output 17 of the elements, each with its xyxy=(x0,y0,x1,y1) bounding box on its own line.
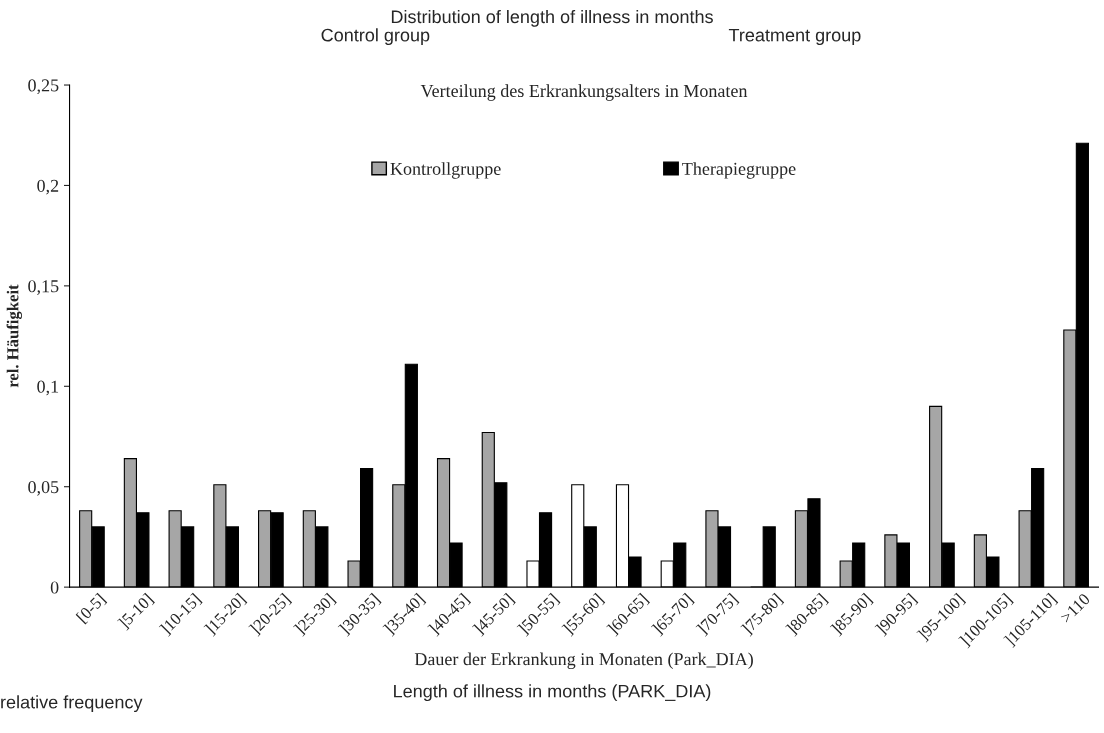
y-tick-label: 0,25 xyxy=(28,79,59,95)
legend-label: Therapiegruppe xyxy=(682,162,796,179)
text: Control group xyxy=(321,28,430,46)
x-tick-label: >110 xyxy=(1059,592,1091,624)
text: Treatment group xyxy=(728,28,861,46)
chart-subtitle: Verteilung des Erkrankungsalters in Monaten xyxy=(420,84,748,101)
y-tick-label: 0,05 xyxy=(28,480,59,496)
text: relative frequency xyxy=(1,695,143,713)
y-tick-label: 0,2 xyxy=(37,179,59,195)
x-axis-title: Dauer der Erkrankung in Monaten (Park_DIA) xyxy=(414,652,753,670)
y-tick-label: 0 xyxy=(50,581,59,594)
legend-label: Kontrollgruppe xyxy=(390,162,501,179)
y-tick-label: 0,15 xyxy=(28,280,59,295)
chart-title: Distribution of length of illness in months xyxy=(391,9,713,27)
y-axis-title: rel. Häufigkeit xyxy=(6,284,22,388)
text: Length of illness in months (PARK_DIA) xyxy=(394,684,711,702)
y-tick-label: 0,1 xyxy=(37,380,59,396)
